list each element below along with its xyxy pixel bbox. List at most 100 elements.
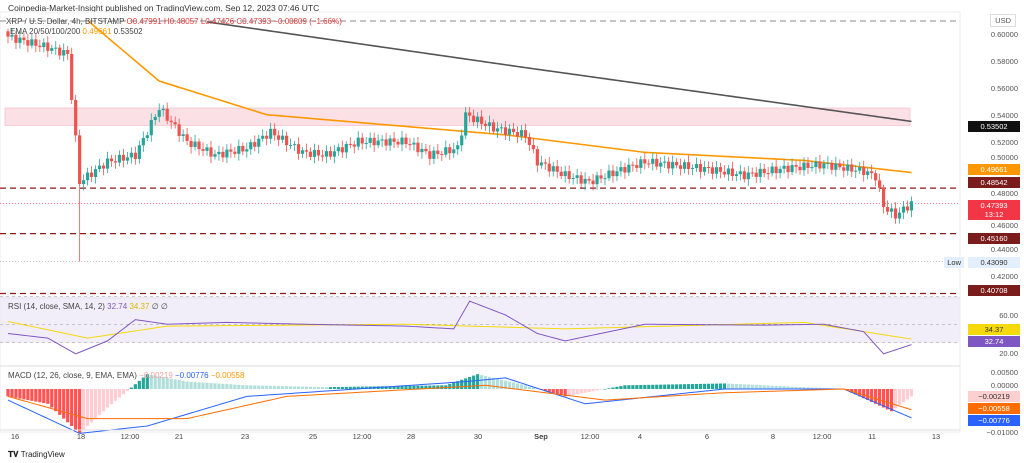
candle-body — [718, 167, 723, 172]
candle-body — [26, 40, 30, 46]
candle-body — [722, 171, 726, 175]
candle-body — [181, 134, 185, 137]
macd-histogram-bar — [340, 386, 344, 389]
time-tick: 12:00 — [352, 432, 372, 441]
macd-histogram-bar — [511, 382, 516, 389]
candle-body — [798, 166, 802, 171]
candle-body — [277, 135, 281, 140]
macd-histogram-bar — [495, 378, 500, 389]
candle-body — [189, 140, 193, 147]
candle-body — [603, 178, 607, 180]
candle-body — [591, 180, 595, 185]
macd-tick-neg: −0.01000 — [986, 428, 1019, 437]
ema50-value: 0.49661 — [82, 27, 112, 36]
candle-body — [511, 128, 516, 133]
time-tick: 12:00 — [812, 432, 832, 441]
macd-histogram-bar — [575, 389, 579, 395]
macd-histogram-bar — [639, 385, 643, 389]
candle-body — [619, 167, 623, 172]
bar-countdown: 13:12 — [984, 210, 1004, 219]
candle-body — [647, 163, 651, 165]
candle-body — [714, 167, 719, 174]
macd-histogram-bar — [651, 384, 655, 389]
macd-histogram-bar — [472, 375, 476, 389]
macd-histogram-bar — [304, 386, 309, 389]
macd-histogram-bar — [213, 383, 217, 389]
candle-body — [424, 148, 428, 152]
candle-body — [404, 137, 408, 145]
candle-body — [503, 127, 508, 135]
macd-histogram-bar — [694, 383, 699, 389]
macd-histogram-bar — [627, 385, 631, 389]
candle-body — [579, 175, 583, 184]
macd-histogram-bar — [62, 389, 66, 419]
macd-histogram-bar — [448, 383, 452, 389]
macd-histogram-bar — [587, 389, 591, 392]
candle-body — [336, 147, 340, 152]
macd-tick-1: 0.00500 — [990, 368, 1018, 377]
macd-histogram-bar — [515, 383, 520, 389]
candle-body — [388, 138, 392, 146]
candle-body — [882, 187, 886, 207]
candle-body — [177, 124, 181, 137]
level1-tag: 0.48542 — [968, 177, 1020, 188]
macd-histogram-bar — [46, 389, 50, 404]
symbol-name: XRP / U.S. Dollar, 4h, BITSTAMP — [6, 17, 125, 26]
candle-body — [78, 135, 82, 185]
macd-histogram-bar — [690, 384, 695, 389]
candle-body — [50, 48, 54, 51]
macd-histogram-bar — [113, 389, 118, 401]
macd-histogram-bar — [30, 389, 34, 401]
macd-histogram-bar — [722, 383, 726, 389]
macd-histogram-bar — [312, 386, 317, 389]
candle-body — [563, 171, 567, 177]
macd-histogram-bar — [237, 384, 241, 389]
candle-body — [734, 174, 738, 177]
macd-histogram-bar — [316, 386, 321, 389]
macd-histogram-bar — [671, 384, 675, 389]
macd-histogram-bar — [416, 385, 420, 389]
candle-body — [14, 34, 18, 43]
macd-histogram-bar — [78, 389, 82, 434]
price-tick: 0.58000 — [990, 56, 1018, 66]
macd-histogram-bar — [93, 389, 98, 419]
macd-histogram-bar — [878, 389, 882, 406]
time-tick: 18 — [76, 432, 86, 441]
candle-body — [519, 130, 524, 137]
macd-histogram-bar — [189, 381, 193, 389]
candle-body — [754, 172, 758, 177]
candle-body — [790, 165, 794, 173]
candle-body — [846, 164, 850, 171]
candle-body — [356, 137, 360, 147]
macd-histogram-bar — [173, 379, 177, 389]
candle-body — [316, 149, 321, 156]
macd-histogram-bar — [105, 389, 110, 408]
candle-body — [153, 116, 157, 121]
candle-body — [655, 158, 659, 167]
candle-body — [328, 151, 332, 157]
candle-body — [742, 171, 746, 180]
macd-histogram-bar — [889, 389, 894, 412]
tradingview-logo[interactable]: 𝐓𝐕 TradingView — [8, 450, 65, 460]
candle-body — [221, 151, 225, 158]
macd-histogram-bar — [344, 386, 348, 389]
candle-body — [786, 165, 790, 173]
candle-body — [46, 42, 50, 51]
candle-body — [125, 157, 129, 161]
time-tick: 12:00 — [120, 432, 140, 441]
candle-body — [217, 151, 221, 155]
macd-histogram-bar — [663, 384, 667, 389]
ema200-line — [206, 21, 912, 123]
macd-histogram-bar — [281, 386, 285, 389]
macd-histogram-bar — [659, 384, 663, 389]
candle-body — [157, 110, 161, 117]
macd-histogram-bar — [683, 384, 687, 389]
candle-body — [372, 137, 376, 146]
currency-label[interactable]: USD — [990, 14, 1016, 27]
candle-body — [428, 151, 432, 159]
candle-body — [631, 164, 635, 166]
macd-histogram-bar — [137, 380, 141, 389]
macd-histogram-bar — [730, 383, 734, 389]
macd-histogram-bar — [233, 384, 237, 389]
